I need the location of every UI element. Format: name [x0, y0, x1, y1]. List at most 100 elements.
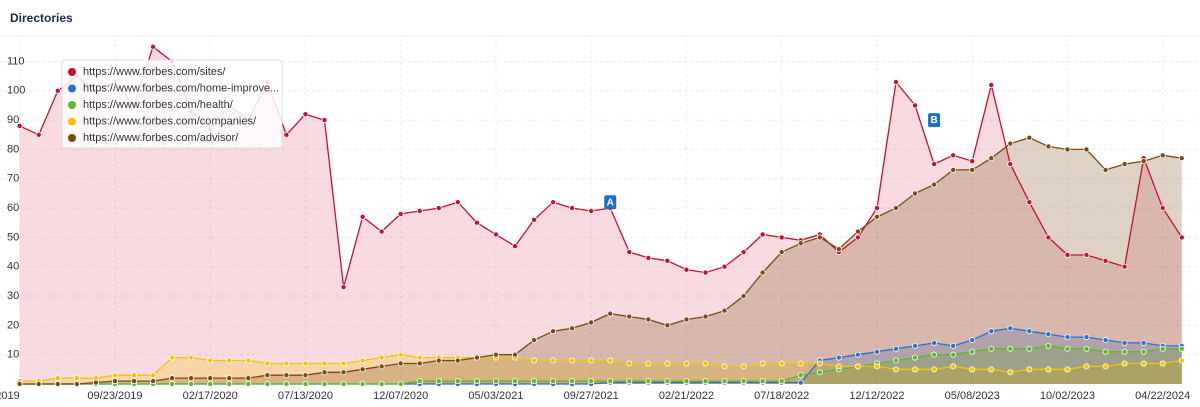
series-line — [19, 137, 1182, 385]
data-point — [416, 354, 423, 361]
data-point — [1026, 134, 1033, 141]
data-point — [740, 363, 747, 370]
data-point — [912, 190, 919, 197]
data-point — [873, 213, 880, 220]
x-tick-label: 04/22/2024 — [1135, 390, 1190, 402]
series-area — [19, 137, 1182, 384]
x-tick-label: 05/03/2021 — [468, 390, 523, 402]
data-point — [1007, 161, 1014, 168]
data-point — [92, 379, 99, 386]
x-tick-label: 09/27/2021 — [564, 390, 619, 402]
x-tick-label: 02/21/2022 — [659, 390, 714, 402]
data-point — [207, 357, 214, 364]
data-point — [626, 360, 633, 367]
data-point — [740, 249, 747, 256]
data-point — [454, 199, 461, 206]
data-point — [740, 378, 747, 385]
data-point — [1007, 140, 1014, 147]
data-point — [873, 348, 880, 355]
data-point — [950, 351, 957, 358]
data-point — [454, 378, 461, 385]
data-point — [778, 234, 785, 241]
data-point — [683, 360, 690, 367]
data-point — [264, 372, 271, 379]
data-point — [454, 357, 461, 364]
y-tick-label: 110 — [7, 55, 25, 67]
data-point — [1178, 234, 1185, 241]
data-point — [626, 313, 633, 320]
data-point — [854, 351, 861, 358]
data-point — [778, 378, 785, 385]
x-tick-label: 12/07/2020 — [373, 390, 428, 402]
data-point — [931, 339, 938, 346]
data-point — [759, 269, 766, 276]
data-point — [626, 249, 633, 256]
data-point — [988, 328, 995, 335]
series-area — [19, 328, 1182, 384]
data-point — [492, 231, 499, 238]
data-point — [150, 372, 157, 379]
data-point — [226, 380, 233, 387]
data-point — [416, 207, 423, 214]
data-point — [1083, 146, 1090, 153]
data-point — [169, 375, 176, 382]
data-point — [340, 284, 347, 291]
y-tick-label: 40 — [7, 261, 19, 273]
data-point — [226, 375, 233, 382]
data-point — [1140, 360, 1147, 367]
data-point — [283, 131, 290, 138]
data-point — [664, 257, 671, 264]
data-point — [416, 378, 423, 385]
y-tick-label: 100 — [7, 85, 25, 97]
data-point — [1178, 345, 1185, 352]
data-point — [683, 378, 690, 385]
data-point — [1045, 366, 1052, 373]
data-point — [569, 357, 576, 364]
data-point — [626, 378, 633, 385]
x-tick-label: 02/17/2020 — [183, 390, 238, 402]
data-point — [1121, 339, 1128, 346]
x-tick-label: 12/12/2022 — [849, 390, 904, 402]
data-point — [969, 166, 976, 173]
data-point — [207, 375, 214, 382]
series-area — [19, 354, 1182, 384]
legend-swatch — [68, 134, 76, 142]
data-point — [340, 369, 347, 376]
data-point — [226, 357, 233, 364]
data-point — [512, 351, 519, 358]
data-point — [950, 166, 957, 173]
data-point — [931, 161, 938, 168]
data-point — [340, 380, 347, 387]
data-point — [397, 210, 404, 217]
y-tick-label: 30 — [7, 290, 19, 302]
data-point — [1121, 348, 1128, 355]
data-point — [873, 363, 880, 370]
data-point — [302, 111, 309, 118]
data-point — [397, 380, 404, 387]
data-point — [397, 351, 404, 358]
data-point — [1102, 257, 1109, 264]
data-point — [473, 219, 480, 226]
data-point — [740, 293, 747, 300]
data-point — [702, 360, 709, 367]
data-point — [835, 354, 842, 361]
data-point — [359, 357, 366, 364]
x-tick-label: 10/02/2023 — [1040, 390, 1095, 402]
data-point — [1007, 345, 1014, 352]
x-tick-label: 2019 — [0, 390, 20, 402]
data-point — [797, 360, 804, 367]
data-point — [1045, 234, 1052, 241]
data-point — [150, 43, 157, 50]
data-point — [797, 372, 804, 379]
data-point — [1064, 146, 1071, 153]
data-point — [1083, 345, 1090, 352]
data-point — [1140, 158, 1147, 165]
data-point — [550, 378, 557, 385]
data-point — [188, 380, 195, 387]
data-point — [797, 379, 804, 386]
data-point — [550, 357, 557, 364]
data-point — [302, 380, 309, 387]
data-point — [988, 155, 995, 162]
annotation-marker — [604, 195, 617, 210]
data-point — [1083, 251, 1090, 258]
